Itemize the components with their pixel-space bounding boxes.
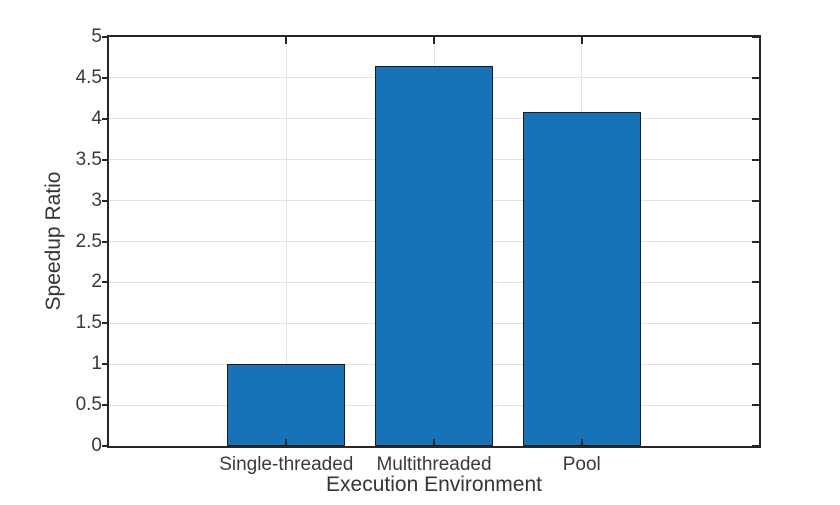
bar-single-threaded: [227, 364, 346, 446]
y-tick-mark-right: [752, 76, 759, 79]
x-tick-mark-bottom: [580, 439, 583, 446]
y-tick-mark-right: [752, 117, 759, 120]
y-tick-label: 3: [91, 189, 102, 211]
y-tick-mark-right: [752, 199, 759, 202]
y-tick-label: 1: [91, 353, 102, 375]
y-tick-label: 3.5: [75, 148, 102, 170]
bar-pool: [522, 112, 641, 446]
y-tick-mark-left: [102, 199, 109, 202]
y-tick-label: 4: [91, 107, 102, 129]
y-tick-label: 1.5: [75, 312, 102, 334]
y-tick-label: 2: [91, 271, 102, 293]
y-tick-mark-left: [102, 76, 109, 79]
y-tick-label: 0: [91, 435, 102, 456]
y-tick-mark-left: [102, 322, 109, 325]
x-tick-label-single-threaded: Single-threaded: [219, 454, 354, 475]
y-tick-mark-left: [102, 117, 109, 120]
y-tick-mark-left: [102, 404, 109, 407]
y-tick-mark-right: [752, 158, 759, 161]
x-tick-label-pool: Pool: [562, 454, 601, 475]
y-tick-mark-right: [752, 322, 759, 325]
x-tick-mark-top: [580, 37, 583, 44]
y-tick-mark-left: [102, 363, 109, 366]
y-tick-label: 4.5: [75, 66, 102, 88]
x-tick-mark-top: [433, 37, 435, 44]
x-axis-label: Execution Environment: [326, 473, 542, 496]
x-tick-mark-bottom: [285, 439, 288, 446]
y-tick-label: 0.5: [75, 394, 102, 416]
plot-area: [102, 35, 761, 448]
y-tick-mark-right: [752, 363, 759, 366]
bar-multithreaded: [374, 65, 494, 446]
x-tick-mark-bottom: [433, 439, 435, 446]
y-tick-mark-right: [752, 240, 759, 243]
y-tick-label: 2.5: [75, 230, 102, 252]
x-tick-label-multithreaded: Multithreaded: [376, 454, 492, 475]
y-tick-mark-right: [752, 281, 759, 284]
y-tick-mark-right: [752, 404, 759, 407]
y-tick-mark-right: [752, 445, 759, 447]
y-tick-mark-left: [102, 240, 109, 243]
y-tick-label: 5: [91, 26, 102, 47]
v-gridline: [285, 37, 287, 446]
y-tick-mark-left: [102, 36, 109, 38]
y-tick-mark-left: [102, 445, 109, 447]
y-tick-mark-right: [752, 36, 759, 38]
x-tick-mark-top: [285, 37, 288, 44]
y-tick-mark-left: [102, 281, 109, 284]
y-tick-mark-left: [102, 158, 109, 161]
